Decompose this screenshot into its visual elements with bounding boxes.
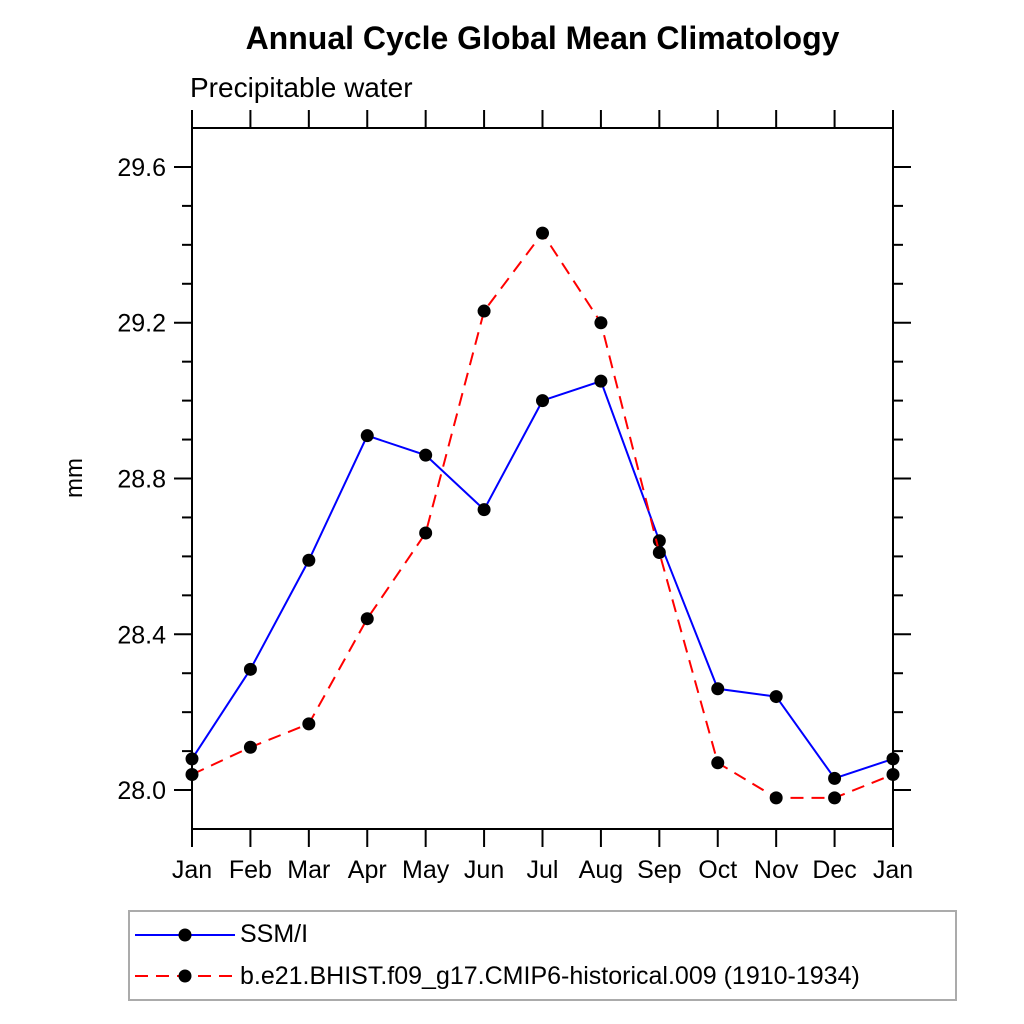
data-point-marker [477,304,491,318]
legend-label-ssmi: SSM/I [240,920,309,949]
data-point-marker [243,740,257,754]
legend-item-ssmi: SSM/I [130,914,955,956]
data-point-marker [652,534,666,548]
data-point-marker [185,752,199,766]
legend-marker-dot [178,969,192,983]
data-point-marker [360,429,374,443]
data-point-marker [769,690,783,704]
legend-item-model: b.e21.BHIST.f09_g17.CMIP6-historical.009… [130,956,955,998]
data-point-marker [477,503,491,517]
data-point-marker [302,717,316,731]
series-line-ssmi [191,379,894,780]
data-point-marker [594,374,608,388]
data-point-marker [419,526,433,540]
x-tick-label: Mar [287,856,330,884]
legend-label-model: b.e21.BHIST.f09_g17.CMIP6-historical.009… [240,961,860,990]
data-point-marker [185,767,199,781]
y-tick-label: 28.4 [117,621,166,649]
y-tick-label: 29.6 [117,154,166,182]
data-point-marker [419,448,433,462]
x-tick-label: Dec [812,856,856,884]
x-tick-label: Jul [527,856,559,884]
data-point-marker [536,226,549,240]
x-tick-label: Jun [464,856,504,884]
x-tick-label: Apr [348,856,387,884]
x-tick-label: Sep [637,856,681,884]
data-point-marker [594,316,608,330]
data-point-marker [886,752,900,766]
data-point-marker [711,682,725,696]
data-point-marker [536,394,549,408]
data-point-marker [828,791,842,805]
data-point-marker [302,553,316,567]
chart-subtitle: Precipitable water [190,72,413,103]
x-tick-label: Aug [579,856,623,884]
x-tick-label: Nov [754,856,799,884]
legend-line-sample-dashed [135,969,235,983]
data-point-marker [360,612,374,626]
legend-line-sample-solid [135,928,235,942]
data-point-marker [769,791,783,805]
x-tick-label: Jan [873,856,913,884]
x-tick-label: Oct [698,856,737,884]
x-tick-label: Feb [229,856,272,884]
y-tick-label: 28.0 [117,777,166,805]
data-point-marker [711,756,725,770]
x-tick-label: May [402,856,450,884]
data-point-marker [886,767,900,781]
y-tick-label: 28.8 [117,466,166,494]
legend-marker-dot [178,928,192,942]
data-point-marker [828,771,842,785]
y-tick-label: 29.2 [117,310,166,338]
chart-title: Annual Cycle Global Mean Climatology [245,20,840,56]
x-tick-label: Jan [172,856,212,884]
data-point-marker [243,662,257,676]
data-point-marker [652,545,666,559]
chart-legend: SSM/I b.e21.BHIST.f09_g17.CMIP6-historic… [128,910,957,1001]
